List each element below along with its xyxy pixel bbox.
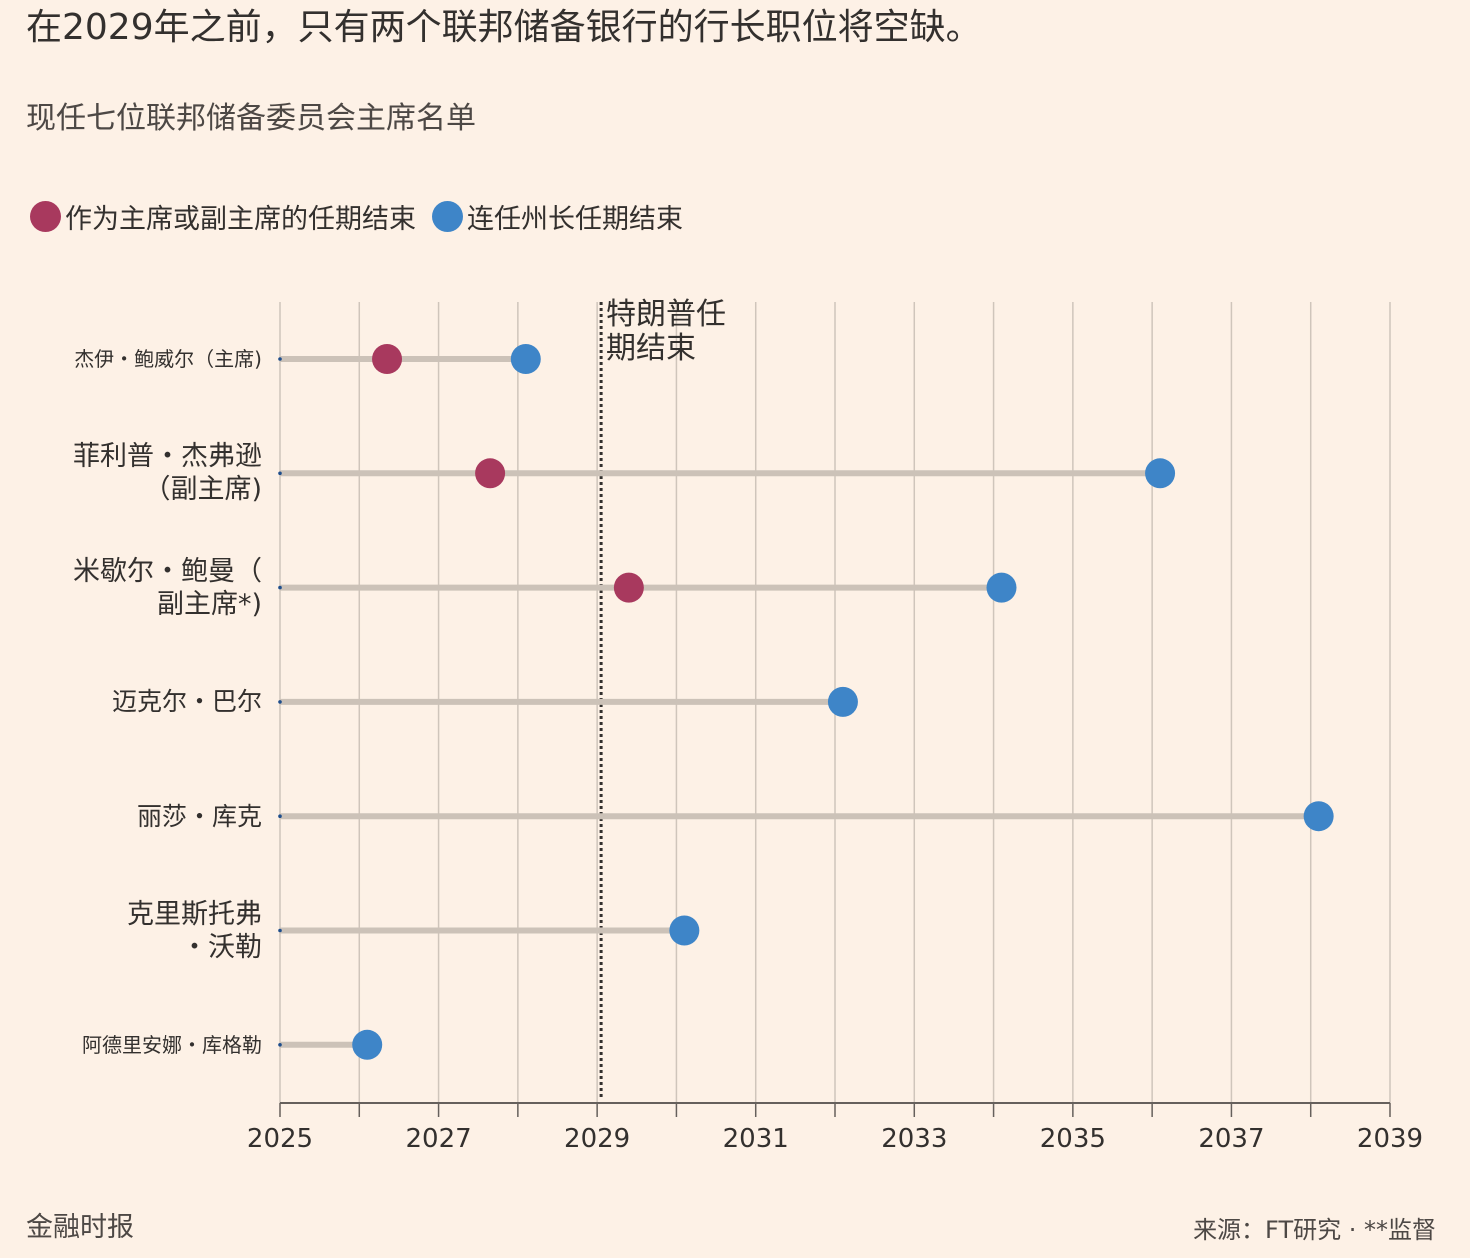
row-start-marker-1: [278, 471, 282, 476]
row-start-marker-6: [278, 1043, 282, 1047]
governor-term-end-point-6: [352, 1029, 383, 1060]
row-start-marker-3: [278, 700, 282, 704]
trump-term-end-annotation: 特朗普任 期结束: [606, 297, 726, 366]
row-label-1: 菲利普・杰弗逊 （副主席): [73, 441, 262, 506]
x-tick-label-2027: 2027: [405, 1124, 471, 1154]
legend-chair-label: 作为主席或副主席的任期结束: [65, 203, 416, 235]
legend-item-chair-term: 作为主席或副主席的任期结束: [30, 197, 416, 236]
chair-term-end-point-2: [613, 572, 644, 603]
x-tick-label-2025: 2025: [247, 1124, 313, 1154]
chair-term-end-point-1: [475, 458, 506, 489]
row-label-5: 克里斯托弗 ・沃勒: [127, 898, 262, 963]
x-tick-label-2031: 2031: [723, 1124, 789, 1154]
row-start-marker-5: [278, 928, 282, 933]
governor-term-end-point-5: [669, 915, 700, 946]
x-tick-label-2037: 2037: [1198, 1124, 1264, 1154]
governor-term-end-point-0: [510, 344, 541, 374]
x-tick-label-2039: 2039: [1357, 1124, 1423, 1154]
source-publisher: 金融时报: [26, 1212, 134, 1243]
legend-governor-dot-icon: [432, 200, 463, 232]
row-label-0: 杰伊・鲍威尔（主席): [74, 347, 262, 371]
row-label-3: 迈克尔・巴尔: [111, 687, 262, 717]
governor-term-end-point-1: [1145, 458, 1176, 489]
chart-subtitle: 现任七位联邦储备委员会主席名单: [26, 101, 476, 136]
x-tick-label-2033: 2033: [881, 1124, 947, 1154]
x-tick-label-2029: 2029: [564, 1124, 630, 1154]
row-label-6: 阿德里安娜・库格勒: [82, 1032, 262, 1057]
x-tick-label-2035: 2035: [1040, 1124, 1106, 1154]
row-label-2: 米歇尔・鲍曼（ 副主席*): [73, 555, 262, 620]
governor-term-end-point-4: [1303, 801, 1334, 832]
legend-chair-dot-icon: [30, 200, 61, 232]
row-start-marker-0: [278, 357, 282, 361]
chart-title: 在2029年之前，只有两个联邦储备银行的行长职位将空缺。: [26, 7, 982, 48]
governor-term-end-point-3: [827, 686, 858, 717]
chair-term-end-point-0: [372, 344, 403, 374]
row-start-marker-2: [278, 585, 282, 590]
legend-governor-label: 连任州长任期结束: [467, 203, 683, 235]
legend: 作为主席或副主席的任期结束 连任州长任期结束: [30, 196, 699, 236]
governor-term-end-point-2: [986, 572, 1017, 603]
row-start-marker-4: [278, 814, 282, 818]
row-label-4: 丽莎・库克: [136, 801, 262, 831]
legend-item-governor-term: 连任州长任期结束: [432, 197, 683, 236]
source-note: 来源：FT研究 · **监督: [1193, 1216, 1436, 1244]
